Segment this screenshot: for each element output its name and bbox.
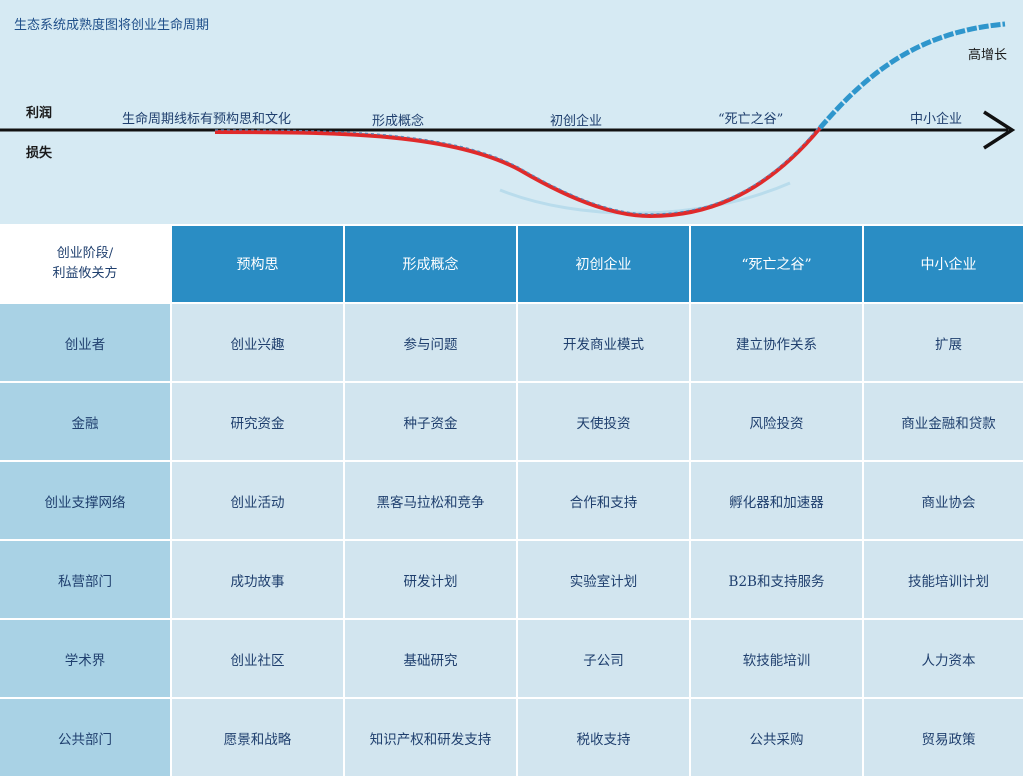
table-cell: 风险投资 [691,383,862,460]
table-cell: 研究资金 [172,383,343,460]
table-cell: 创业兴趣 [172,304,343,381]
table-corner-header: 创业阶段/ 利益攸关方 [0,226,170,302]
table-cell: 扩展 [864,304,1023,381]
table-cell: 子公司 [518,620,689,697]
lifecycle-curve-svg [0,21,1016,219]
table-cell: 天使投资 [518,383,689,460]
stage-header: “死亡之谷” [691,226,862,302]
table-cell: 开发商业模式 [518,304,689,381]
loss-curve [214,126,822,219]
table-cell: 人力资本 [864,620,1023,697]
table-cell: 税收支持 [518,699,689,776]
axis-arrowhead [983,110,1016,150]
stakeholder-table: 创业阶段/ 利益攸关方 预构思 形成概念 初创企业 “死亡之谷” 中小企业 创业… [0,226,1023,776]
stakeholder-label: 学术界 [0,620,170,697]
stage-header: 形成概念 [345,226,516,302]
table-cell: 公共采购 [691,699,862,776]
table-cell: 基础研究 [345,620,516,697]
curve-label-valley: “死亡之谷” [718,112,784,127]
table-cell: 实验室计划 [518,541,689,618]
curve-label-startup: 初创企业 [550,114,603,129]
table-cell: 合作和支持 [518,462,689,539]
table-cell: 技能培训计划 [864,541,1023,618]
stakeholder-label: 创业支撑网络 [0,462,170,539]
curve-label-sme: 中小企业 [910,112,963,127]
table-cell: B2B和支持服务 [691,541,862,618]
table-cell: 种子资金 [345,383,516,460]
table-cell: 贸易政策 [864,699,1023,776]
high-growth-label: 高增长 [968,48,1008,63]
table-cell: 研发计划 [345,541,516,618]
stage-header: 中小企业 [864,226,1023,302]
table-cell: 商业金融和贷款 [864,383,1023,460]
profit-label: 利润 [26,106,53,121]
table-cell: 愿景和战略 [172,699,343,776]
corner-line-2: 利益攸关方 [52,266,118,281]
stage-header: 初创企业 [518,226,689,302]
table-cell: 参与问题 [345,304,516,381]
loss-label: 损失 [26,146,53,161]
diagram-title: 生态系统成熟度图将创业生命周期 [14,18,210,33]
table-cell: 软技能培训 [691,620,862,697]
table-cell: 商业协会 [864,462,1023,539]
growth-curve [818,21,1006,130]
lifecycle-note: 生命周期线标有预构思和文化 [122,112,292,127]
table-cell: 建立协作关系 [691,304,862,381]
curve-shadow [499,181,791,215]
stakeholder-label: 创业者 [0,304,170,381]
stakeholder-label: 私营部门 [0,541,170,618]
stakeholder-label: 金融 [0,383,170,460]
table-cell: 创业社区 [172,620,343,697]
stage-header: 预构思 [172,226,343,302]
table-cell: 知识产权和研发支持 [345,699,516,776]
corner-line-1: 创业阶段/ [56,246,114,261]
curve-label-concept: 形成概念 [372,114,425,129]
lifecycle-curve-panel: 生态系统成熟度图将创业生命周期 利润 损失 生命周期线标有预构思和文化 形成概念… [0,0,1023,224]
stakeholder-label: 公共部门 [0,699,170,776]
table-cell: 黑客马拉松和竞争 [345,462,516,539]
table-cell: 孵化器和加速器 [691,462,862,539]
table-cell: 创业活动 [172,462,343,539]
table-cell: 成功故事 [172,541,343,618]
